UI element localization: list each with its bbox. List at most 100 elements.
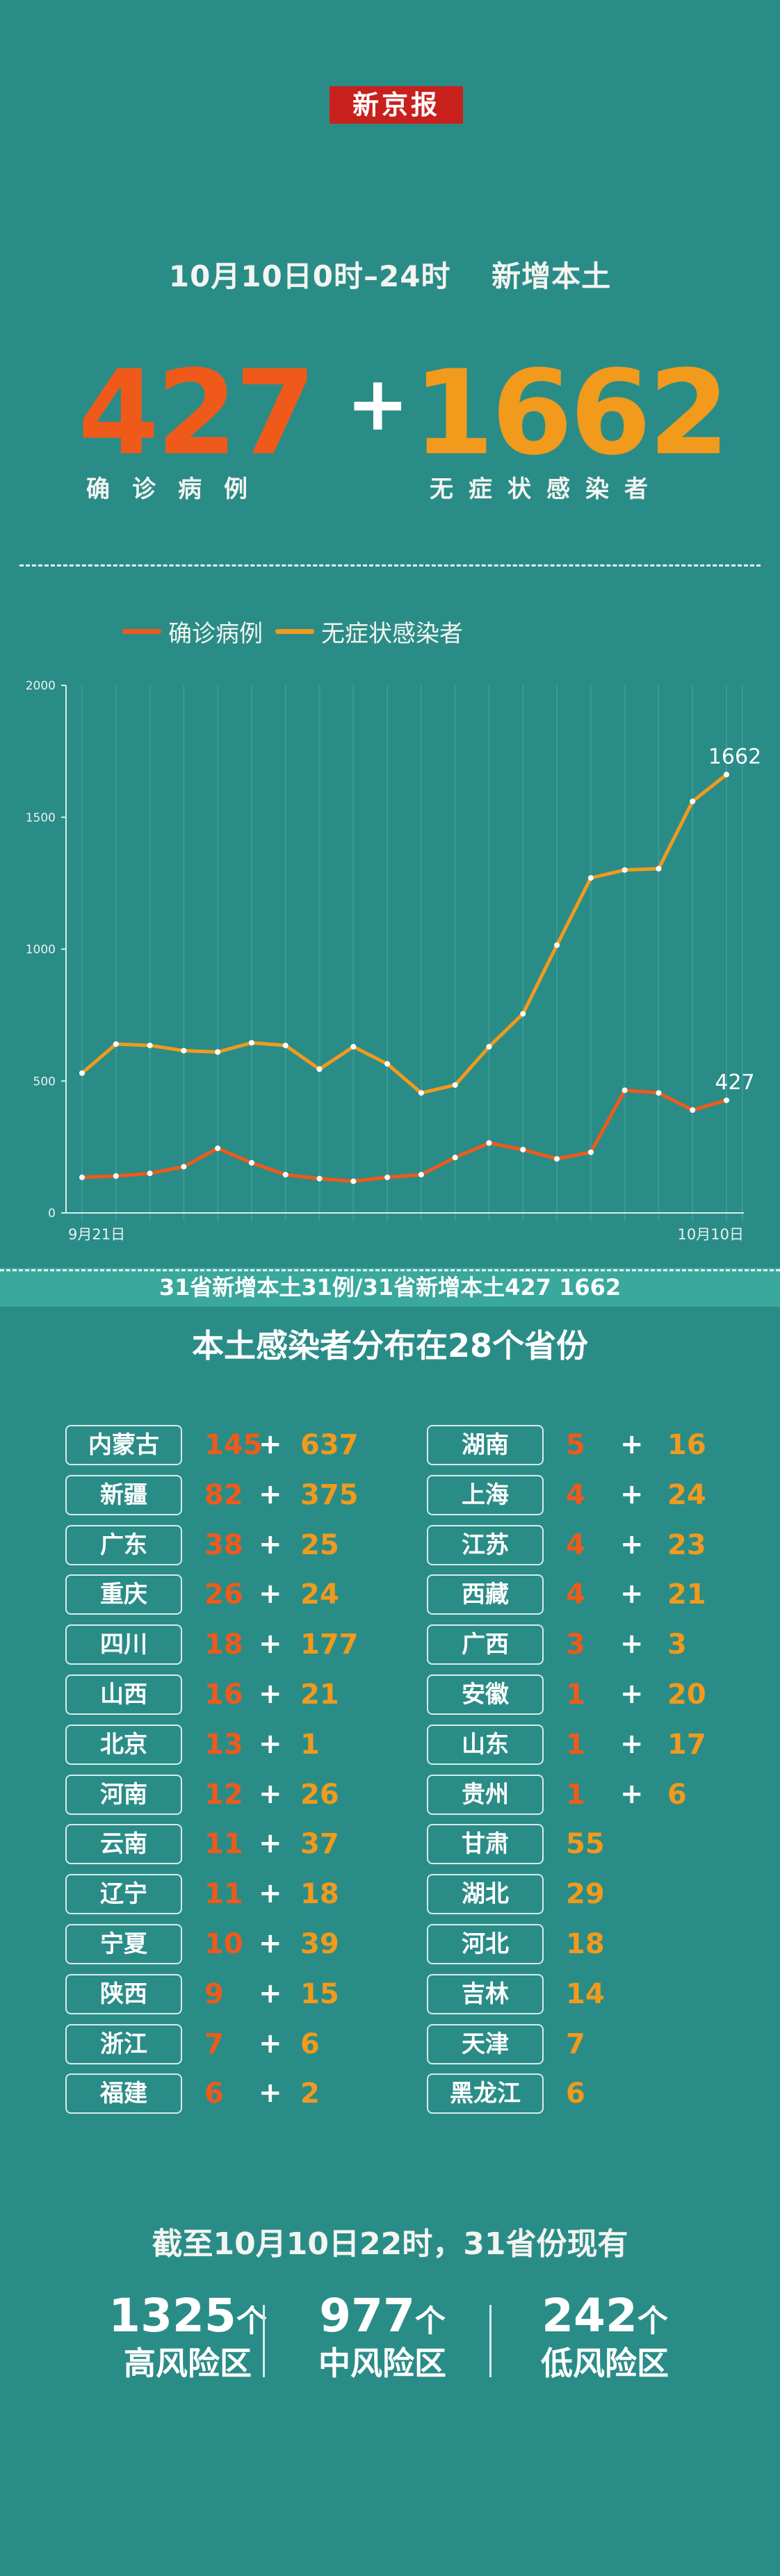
- data-point: [350, 1178, 357, 1184]
- province-asymptomatic: 177: [300, 1629, 359, 1661]
- newspaper-logo: 新京报: [330, 86, 463, 124]
- province-confirmed: 4: [566, 1478, 585, 1511]
- x-tick-label: 10月10日: [678, 1226, 744, 1243]
- low-risk-label: 低风险区: [541, 2345, 669, 2382]
- data-point: [316, 1066, 323, 1073]
- province-confirmed: 82: [204, 1478, 243, 1511]
- province-row: 广东 38 +25: [65, 1524, 339, 1565]
- province-row: 山西 16 +21: [65, 1674, 339, 1715]
- province-row: 安徽 1 +20: [427, 1674, 706, 1715]
- risk-area-title: 截至10月10日22时，31省份现有: [152, 2226, 628, 2262]
- province-asymptomatic: 55: [566, 1828, 605, 1861]
- province-name: 辽宁: [65, 1874, 182, 1915]
- province-asymptomatic: 24: [300, 1579, 339, 1611]
- province-asymptomatic: 21: [667, 1579, 706, 1611]
- province-asymptomatic: 3: [667, 1629, 687, 1661]
- province-name: 湖南: [427, 1425, 544, 1465]
- province-row: 宁夏 10 +39: [65, 1924, 339, 1964]
- confirmed-label: 确诊病例: [86, 475, 270, 503]
- medium-risk-block: 977个 中风险区: [278, 2291, 487, 2386]
- legend-item-asymptomatic: 无症状感染者: [275, 614, 463, 649]
- province-row: 江苏 4 +23: [427, 1524, 706, 1565]
- province-confirmed: 26: [204, 1579, 243, 1611]
- province-row: 甘肃 55: [427, 1824, 677, 1865]
- province-asymptomatic: 18: [566, 1928, 605, 1960]
- province-name: 天津: [427, 2023, 544, 2064]
- data-point: [316, 1175, 323, 1182]
- province-asymptomatic: 37: [300, 1828, 339, 1861]
- province-name: 福建: [65, 2073, 182, 2114]
- data-point: [690, 798, 696, 804]
- province-confirmed: 10: [204, 1928, 243, 1960]
- province-confirmed: 4: [566, 1579, 585, 1611]
- chart-legend: 确诊病例 无症状感染者: [122, 614, 476, 649]
- plus-sign: +: [620, 1578, 644, 1611]
- province-name: 重庆: [65, 1574, 182, 1615]
- legend-swatch-asymptomatic: [275, 629, 314, 634]
- province-asymptomatic: 1: [300, 1728, 320, 1761]
- data-point: [418, 1090, 424, 1096]
- province-row: 西藏 4 +21: [427, 1574, 706, 1615]
- province-confirmed: 12: [204, 1778, 243, 1811]
- province-confirmed: 38: [204, 1529, 243, 1561]
- province-name: 内蒙古: [65, 1425, 182, 1465]
- province-name: 宁夏: [65, 1924, 182, 1964]
- data-point: [248, 1040, 254, 1046]
- plus-sign: +: [346, 361, 409, 448]
- province-asymptomatic: 23: [667, 1529, 706, 1561]
- province-asymptomatic: 14: [566, 1978, 605, 2010]
- low-risk-unit: 个: [637, 2304, 668, 2339]
- province-row: 吉林 14: [427, 1973, 677, 2014]
- province-confirmed: 5: [566, 1429, 585, 1461]
- province-asymptomatic: 39: [300, 1928, 339, 1960]
- plus-sign: +: [259, 1827, 282, 1860]
- medium-risk-count: 977: [319, 2289, 415, 2342]
- data-point: [656, 1090, 662, 1096]
- plus-sign: +: [620, 1678, 644, 1710]
- data-point: [113, 1041, 119, 1047]
- province-asymptomatic: 29: [566, 1878, 605, 1911]
- province-row: 广西 3 +3: [427, 1624, 687, 1665]
- province-row: 山东 1 +17: [427, 1724, 706, 1765]
- province-asymptomatic: 15: [300, 1978, 339, 2010]
- province-asymptomatic: 2: [300, 2078, 320, 2110]
- data-point: [384, 1061, 391, 1067]
- province-asymptomatic: 17: [667, 1728, 706, 1761]
- province-asymptomatic: 6: [566, 2078, 585, 2110]
- plus-sign: +: [620, 1478, 644, 1510]
- plus-sign: +: [259, 2027, 282, 2060]
- data-point: [724, 772, 729, 778]
- province-name: 西藏: [427, 1574, 544, 1615]
- plus-sign: +: [259, 1528, 282, 1560]
- data-point: [147, 1171, 153, 1177]
- data-point: [621, 867, 628, 873]
- data-point: [520, 1011, 526, 1017]
- province-name: 河南: [65, 1774, 182, 1815]
- y-tick-label: 500: [33, 1075, 56, 1089]
- plus-sign: +: [259, 1927, 282, 1959]
- province-row: 河南 12 +26: [65, 1774, 339, 1815]
- plus-sign: +: [620, 1628, 644, 1661]
- data-point: [79, 1174, 85, 1180]
- asymptomatic-label: 无症状感染者: [430, 475, 663, 503]
- y-tick-label: 0: [48, 1207, 56, 1221]
- banner-dashed-divider: [0, 1269, 780, 1271]
- province-confirmed: 11: [204, 1828, 243, 1861]
- summary-banner: 31省新增本土31例/31省新增本土427 1662: [0, 1268, 780, 1307]
- plus-sign: +: [620, 1727, 644, 1760]
- medium-risk-label: 中风险区: [318, 2345, 446, 2382]
- data-point: [587, 875, 594, 881]
- data-point: [724, 1097, 729, 1103]
- legend-item-confirmed: 确诊病例: [122, 614, 263, 649]
- end-value-label: 1662: [708, 744, 761, 769]
- province-asymptomatic: 18: [300, 1878, 339, 1911]
- plus-sign: +: [259, 1727, 282, 1760]
- province-confirmed: 3: [566, 1629, 585, 1661]
- province-name: 浙江: [65, 2023, 182, 2064]
- province-confirmed: 6: [204, 2078, 224, 2110]
- data-point: [384, 1174, 391, 1180]
- province-name: 云南: [65, 1824, 182, 1865]
- province-confirmed: 7: [204, 2028, 224, 2060]
- province-row: 天津 7: [427, 2023, 677, 2064]
- data-point: [418, 1171, 424, 1177]
